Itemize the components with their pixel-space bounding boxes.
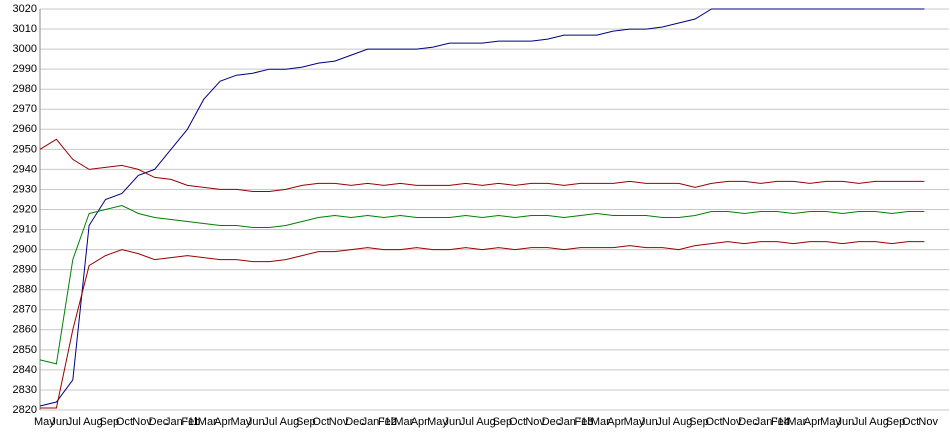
x-tick-label: Nov xyxy=(132,416,152,428)
y-tick-label: 2950 xyxy=(13,143,37,155)
y-tick-label: 2860 xyxy=(13,324,37,336)
y-tick-label: 2870 xyxy=(13,304,37,316)
x-tick-label: Nov xyxy=(918,416,938,428)
x-tick-label: Jun xyxy=(50,416,68,428)
x-tick-label: Jul xyxy=(67,416,81,428)
series-line xyxy=(39,138,925,192)
x-tick-label: Jun xyxy=(443,416,461,428)
x-tick-label: May xyxy=(231,416,252,428)
x-tick-label: Jan '12 xyxy=(362,416,397,428)
x-tick-label: Sep xyxy=(100,416,120,428)
x-tick-label: Oct xyxy=(902,416,919,428)
x-tick-label: Feb xyxy=(771,416,790,428)
y-tick-label: 3000 xyxy=(13,43,37,55)
y-tick-label: 2910 xyxy=(13,223,37,235)
x-tick-label: Oct xyxy=(706,416,723,428)
x-tick-label: Apr xyxy=(411,416,428,428)
x-tick-label: Sep xyxy=(296,416,316,428)
x-tick-label: May xyxy=(427,416,448,428)
x-tick-label: Dec xyxy=(149,416,169,428)
x-tick-label: Oct xyxy=(116,416,133,428)
x-tick-label: Jul xyxy=(656,416,670,428)
x-tick-label: Sep xyxy=(689,416,709,428)
x-tick-label: Aug xyxy=(280,416,300,428)
x-tick-label: Mar xyxy=(591,416,610,428)
series-line xyxy=(39,8,925,407)
y-tick-label: 2880 xyxy=(13,284,37,296)
x-tick-label: Jan '11 xyxy=(165,416,199,428)
y-tick-label: 2840 xyxy=(13,364,37,376)
x-tick-label: Oct xyxy=(509,416,526,428)
x-tick-label: Aug xyxy=(673,416,693,428)
x-tick-label: Nov xyxy=(525,416,545,428)
series-line xyxy=(40,241,925,409)
x-tick-label: Feb xyxy=(574,416,593,428)
x-tick-label: Apr xyxy=(214,416,231,428)
x-tick-label: Feb xyxy=(181,416,200,428)
y-tick-label: 2820 xyxy=(13,404,37,416)
x-tick-label: Nov xyxy=(722,416,742,428)
x-tick-label: Sep xyxy=(886,416,906,428)
y-tick-label: 3020 xyxy=(13,3,37,15)
x-tick-label: Aug xyxy=(476,416,496,428)
x-tick-label: Dec xyxy=(345,416,365,428)
x-tick-label: Jul xyxy=(853,416,867,428)
x-tick-label: Jun xyxy=(247,416,265,428)
x-tick-label: Dec xyxy=(542,416,562,428)
x-tick-label: Apr xyxy=(804,416,821,428)
x-tick-label: Jan '14 xyxy=(755,416,790,428)
y-tick-label: 2930 xyxy=(13,183,37,195)
y-tick-label: 2850 xyxy=(13,344,37,356)
y-tick-label: 2980 xyxy=(13,83,37,95)
x-tick-label: Aug xyxy=(83,416,103,428)
x-tick-label: May xyxy=(820,416,841,428)
x-tick-label: Dec xyxy=(738,416,758,428)
y-tick-label: 2940 xyxy=(13,163,37,175)
x-tick-label: Apr xyxy=(607,416,624,428)
x-tick-label: Mar xyxy=(198,416,217,428)
y-tick-label: 2970 xyxy=(13,103,37,115)
y-tick-label: 3010 xyxy=(13,23,37,35)
x-tick-label: Mar xyxy=(787,416,806,428)
x-tick-label: Feb xyxy=(378,416,397,428)
y-tick-label: 2920 xyxy=(13,203,37,215)
x-tick-label: May xyxy=(624,416,645,428)
x-tick-label: Nov xyxy=(329,416,349,428)
x-tick-label: Jul xyxy=(460,416,474,428)
x-tick-label: Jan '13 xyxy=(558,416,593,428)
y-tick-label: 2830 xyxy=(13,384,37,396)
x-tick-label: Sep xyxy=(493,416,513,428)
y-tick-label: 2900 xyxy=(13,244,37,256)
x-tick-label: Jul xyxy=(263,416,277,428)
y-tick-label: 2960 xyxy=(13,123,37,135)
y-tick-label: 2990 xyxy=(13,63,37,75)
x-tick-label: Jun xyxy=(837,416,855,428)
series-line xyxy=(39,204,925,365)
x-tick-label: Mar xyxy=(394,416,413,428)
y-tick-label: 2890 xyxy=(13,264,37,276)
x-tick-label: May xyxy=(34,416,55,428)
x-tick-label: Aug xyxy=(869,416,889,428)
x-tick-label: Oct xyxy=(312,416,329,428)
x-tick-label: Jun xyxy=(640,416,658,428)
